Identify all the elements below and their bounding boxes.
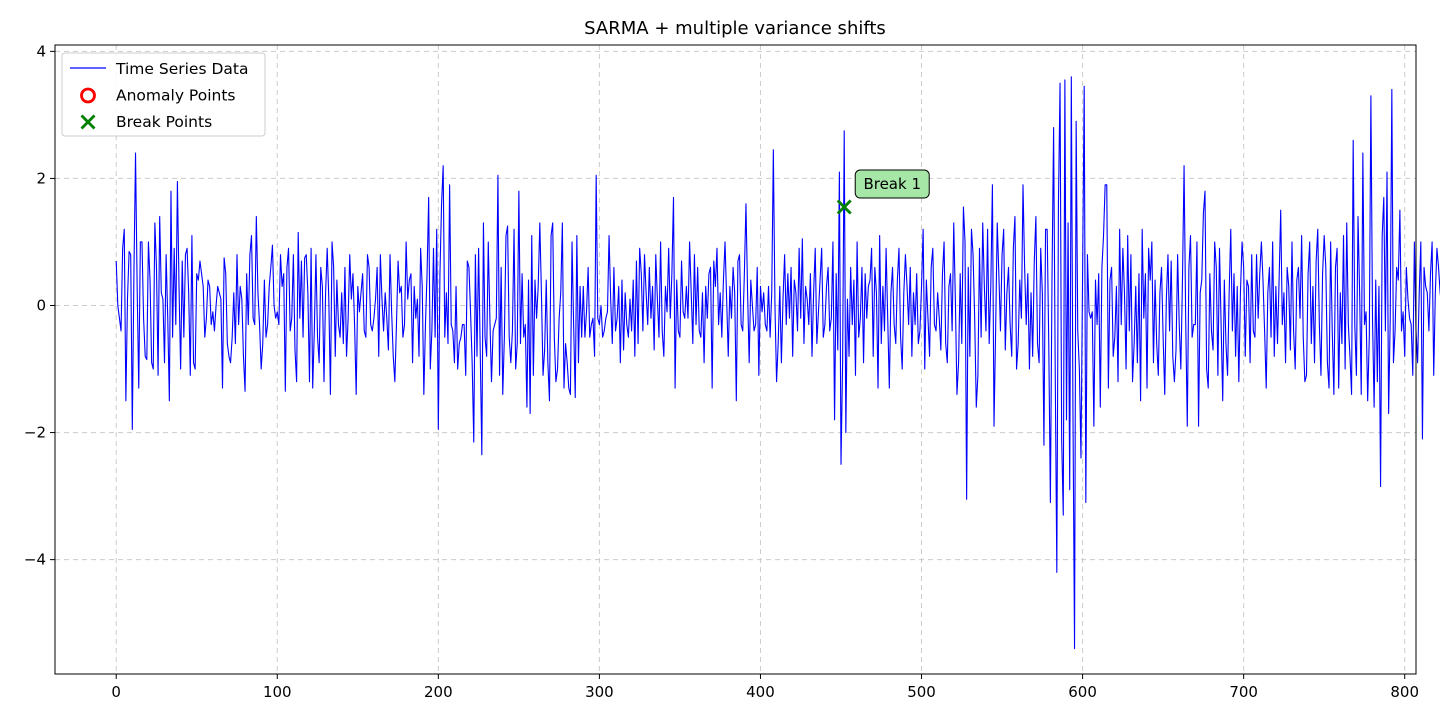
x-tick-label: 300 bbox=[585, 683, 614, 701]
y-tick-label: 0 bbox=[36, 296, 46, 314]
series-layer bbox=[115, 76, 1440, 650]
legend-label: Break Points bbox=[116, 113, 212, 131]
x-tick-label: 0 bbox=[111, 683, 121, 701]
y-tick-label: 4 bbox=[36, 42, 46, 60]
break-point-marker bbox=[836, 199, 852, 215]
x-tick-label: 100 bbox=[263, 683, 292, 701]
break-point-annotation-label: Break 1 bbox=[863, 175, 921, 193]
x-tick-label: 800 bbox=[1390, 683, 1419, 701]
plot-area-frame bbox=[54, 44, 1417, 675]
x-tick-label: 400 bbox=[746, 683, 775, 701]
x-tick-label: 700 bbox=[1229, 683, 1258, 701]
y-tick-label: 2 bbox=[36, 169, 46, 187]
break-point-x-stroke bbox=[836, 199, 852, 215]
marker-layer: Break 1 bbox=[836, 169, 930, 215]
time-series-line bbox=[115, 76, 1440, 650]
x-tick-label: 200 bbox=[424, 683, 453, 701]
legend-circle-swatch bbox=[80, 87, 96, 104]
y-tick-label: −2 bbox=[24, 424, 46, 442]
y-tick-label: −4 bbox=[24, 551, 46, 569]
axis-layer: 0 100 200 300 400 500 600 700 800 −4 −2 0 2 4 bbox=[24, 42, 1419, 701]
legend-x-swatch bbox=[80, 114, 96, 130]
legend-x-stroke bbox=[80, 114, 96, 130]
legend-label: Anomaly Points bbox=[116, 87, 235, 105]
legend-frame bbox=[61, 52, 266, 137]
chart-title: SARMA + multiple variance shifts bbox=[584, 18, 886, 39]
legend-label: Time Series Data bbox=[115, 60, 248, 78]
x-tick-label: 500 bbox=[907, 683, 936, 701]
legend: Time Series Data Anomaly Points Break Poin… bbox=[61, 52, 266, 137]
break-point-annotation-box bbox=[854, 169, 930, 199]
grid-layer bbox=[55, 45, 1416, 674]
x-tick-label: 600 bbox=[1068, 683, 1097, 701]
